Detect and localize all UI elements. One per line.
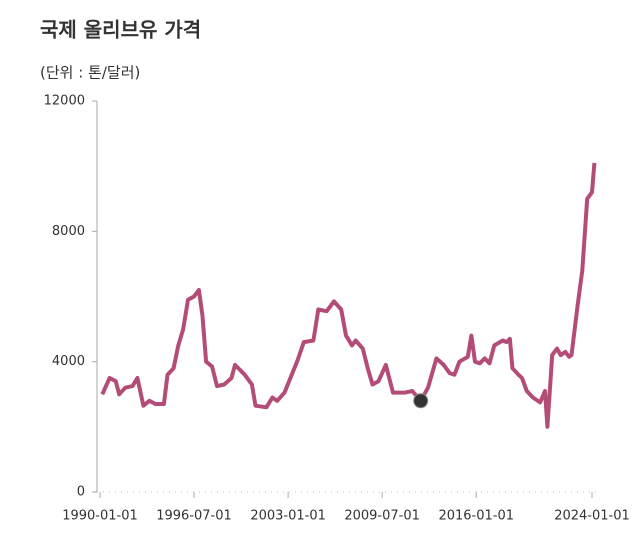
chart-subtitle: (단위 : 톤/달러) (40, 64, 140, 82)
data-line (100, 162, 597, 429)
hover-point (413, 393, 429, 409)
x-tick-label: 2003-01-01 (250, 509, 326, 524)
x-tick-label: 2024-01-01 (554, 509, 630, 524)
x-tick-label: 2016-01-01 (438, 509, 514, 524)
y-tick-label: 8000 (52, 224, 85, 239)
chart-title: 국제 올리브유 가격 (40, 18, 201, 42)
y-tick-label: 12000 (44, 94, 85, 109)
x-tick-label: 2009-07-01 (344, 509, 420, 524)
x-tick-label: 1990-01-01 (62, 509, 138, 524)
y-tick-label: 4000 (52, 354, 85, 369)
x-tick-label: 1996-07-01 (156, 509, 232, 524)
y-tick-label: 0 (77, 485, 85, 500)
